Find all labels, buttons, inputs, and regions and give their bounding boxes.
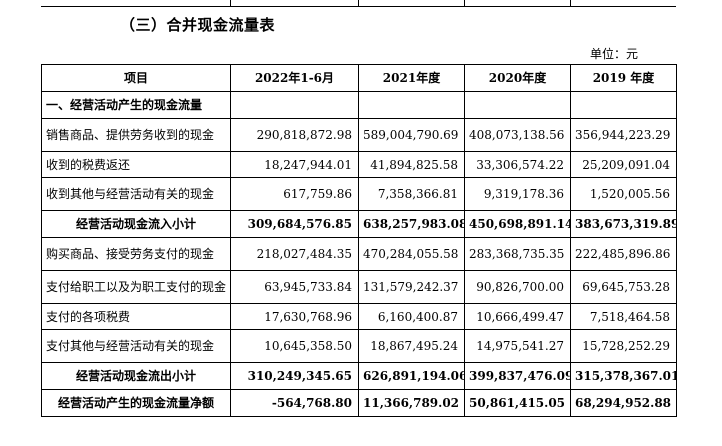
row-value: 399,837,476.09 [464,362,571,390]
subtotal-row: 经营活动现金流出小计 310,249,345.65 626,891,194.06 39… [41,362,677,390]
row-value: 7,358,366.81 [358,177,465,211]
row-value: 9,319,178.36 [464,177,571,211]
row-value: 25,209,091.04 [570,151,677,178]
cash-flow-table: 项目 2022年1-6月 2021年度 2020年度 2019 年度 一、经营活… [41,64,677,417]
row-value: 638,257,983.08 [358,210,465,238]
row-value: -564,768.80 [230,389,359,417]
row-value: 408,073,138.56 [464,118,571,152]
row-label: 收到的税费返还 [41,151,231,178]
table-header-row: 项目 2022年1-6月 2021年度 2020年度 2019 年度 [41,64,677,92]
column-header-item: 项目 [41,64,231,92]
row-value: 626,891,194.06 [358,362,465,390]
table-row: 支付给职工以及为职工支付的现金 63,945,733.84 131,579,242.… [41,270,677,304]
row-value: 290,818,872.98 [230,118,359,152]
row-label: 支付其他与经营活动有关的现金 [41,329,231,363]
row-value: 310,249,345.65 [230,362,359,390]
column-header-2019: 2019 年度 [570,64,677,92]
row-label: 经营活动现金流出小计 [41,362,231,390]
section-heading: 一、经营活动产生的现金流量 [41,91,231,119]
row-value: 11,366,789.02 [358,389,465,417]
row-value: 309,684,576.85 [230,210,359,238]
row-value: 1,520,005.56 [570,177,677,211]
row-value: 450,698,891.14 [464,210,571,238]
table-row: 购买商品、接受劳务支付的现金 218,027,484.35 470,284,055.… [41,237,677,271]
row-value: 283,368,735.35 [464,237,571,271]
row-label: 经营活动现金流入小计 [41,210,231,238]
row-label: 经营活动产生的现金流量净额 [41,389,231,417]
row-value: 68,294,952.88 [570,389,677,417]
row-value: 50,861,415.05 [464,389,571,417]
table-row: 收到其他与经营活动有关的现金 617,759.86 7,358,366.81 9,31… [41,177,677,211]
subtotal-row: 经营活动现金流入小计 309,684,576.85 638,257,983.08 45… [41,210,677,238]
row-value: 10,645,358.50 [230,329,359,363]
row-value: 14,975,541.27 [464,329,571,363]
row-value: 90,826,700.00 [464,270,571,304]
unit-label: 单位：元 [589,47,638,61]
subtotal-row: 经营活动产生的现金流量净额 -564,768.80 11,366,789.02 50,… [41,389,677,417]
row-value: 10,666,499.47 [464,303,571,330]
table-row: 销售商品、提供劳务收到的现金 290,818,872.98 589,004,790.… [41,118,677,152]
row-value: 33,306,574.22 [464,151,571,178]
row-value: 470,284,055.58 [358,237,465,271]
row-value: 18,867,495.24 [358,329,465,363]
row-value: 617,759.86 [230,177,359,211]
row-value: 15,728,252.29 [570,329,677,363]
previous-table-fragment [41,0,676,7]
column-header-2021: 2021年度 [358,64,465,92]
table-row: 收到的税费返还 18,247,944.01 41,894,825.58 33,306,… [41,151,677,178]
table-row: 支付的各项税费 17,630,768.96 6,160,400.87 10,666,4… [41,303,677,330]
column-header-2022h1: 2022年1-6月 [230,64,359,92]
row-value: 41,894,825.58 [358,151,465,178]
row-value: 63,945,733.84 [230,270,359,304]
row-label: 销售商品、提供劳务收到的现金 [41,118,231,152]
row-label: 支付给职工以及为职工支付的现金 [41,270,231,304]
row-label: 购买商品、接受劳务支付的现金 [41,237,231,271]
row-value: 7,518,464.58 [570,303,677,330]
row-label: 支付的各项税费 [41,303,231,330]
row-value: 383,673,319.89 [570,210,677,238]
row-value: 18,247,944.01 [230,151,359,178]
table-row: 支付其他与经营活动有关的现金 10,645,358.50 18,867,495.24… [41,329,677,363]
row-value: 218,027,484.35 [230,237,359,271]
row-value: 315,378,367.01 [570,362,677,390]
row-value: 589,004,790.69 [358,118,465,152]
section-heading-row: 一、经营活动产生的现金流量 [41,91,677,119]
row-value: 6,160,400.87 [358,303,465,330]
column-header-2020: 2020年度 [464,64,571,92]
section-title: （三）合并现金流量表 [120,16,276,34]
row-value: 69,645,753.28 [570,270,677,304]
row-value: 17,630,768.96 [230,303,359,330]
row-value: 356,944,223.29 [570,118,677,152]
row-value: 222,485,896.86 [570,237,677,271]
row-value: 131,579,242.37 [358,270,465,304]
row-label: 收到其他与经营活动有关的现金 [41,177,231,211]
